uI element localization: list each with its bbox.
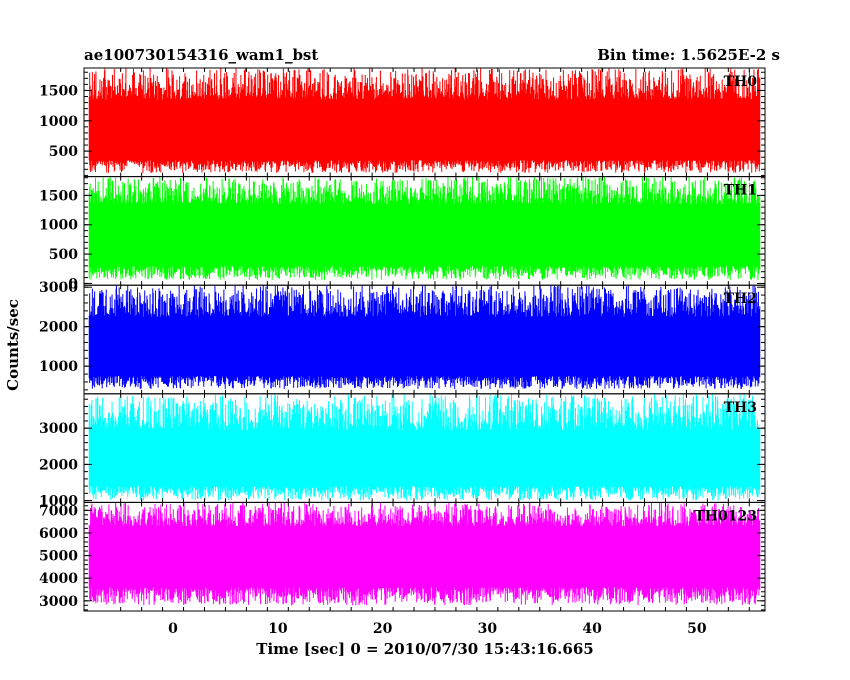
x-tick-label: 10 xyxy=(268,621,288,637)
y-tick-label: 1000 xyxy=(39,218,78,234)
series-trace xyxy=(89,68,760,173)
series-trace xyxy=(89,285,760,389)
x-tick-label: 30 xyxy=(478,621,498,637)
panel-label: TH0123 xyxy=(694,508,757,524)
y-tick-label: 1000 xyxy=(39,114,78,130)
series-trace xyxy=(89,394,760,501)
x-tick-label: 20 xyxy=(373,621,393,637)
chart-title-left: ae100730154316_wam1_bst xyxy=(84,46,318,64)
y-tick-label: 2000 xyxy=(39,457,78,473)
y-tick-label: 3000 xyxy=(39,421,78,437)
y-tick-label: 5000 xyxy=(39,549,78,565)
series-trace xyxy=(89,503,760,606)
y-tick-label: 500 xyxy=(49,247,78,263)
panel-label: TH3 xyxy=(724,400,757,416)
y-tick-label: 2000 xyxy=(39,320,78,336)
panel-label: TH1 xyxy=(724,183,757,199)
x-tick-label: 50 xyxy=(687,621,707,637)
y-tick-label: 1000 xyxy=(39,359,78,375)
panel-label: TH0 xyxy=(724,74,758,90)
y-tick-label: 7000 xyxy=(39,503,78,519)
x-axis: 0 10 20 30 40 50 xyxy=(168,621,707,637)
y-tick-label: 500 xyxy=(49,144,78,160)
panel-th0: 500 1000 1500 TH0 xyxy=(39,68,765,177)
y-tick-label: 4000 xyxy=(39,571,78,587)
panel-th2: 1000 2000 3000 TH2 xyxy=(39,280,765,394)
series-trace xyxy=(89,177,760,280)
y-axis-title: Counts/sec xyxy=(4,299,22,391)
chart-title-right: Bin time: 1.5625E-2 s xyxy=(597,46,780,64)
x-tick-label: 40 xyxy=(582,621,602,637)
y-tick-label: 1500 xyxy=(39,83,78,99)
panel-th0123: 3000 4000 5000 6000 7000 TH0123 xyxy=(39,502,765,611)
y-tick-label: 3000 xyxy=(39,594,78,610)
x-axis-title: Time [sec] 0 = 2010/07/30 15:43:16.665 xyxy=(256,640,593,658)
y-tick-label: 6000 xyxy=(39,526,78,542)
x-tick-label: 0 xyxy=(168,621,178,637)
y-tick-label: 1500 xyxy=(39,188,78,204)
y-tick-label: 3000 xyxy=(39,280,78,296)
panel-label: TH2 xyxy=(724,291,757,307)
